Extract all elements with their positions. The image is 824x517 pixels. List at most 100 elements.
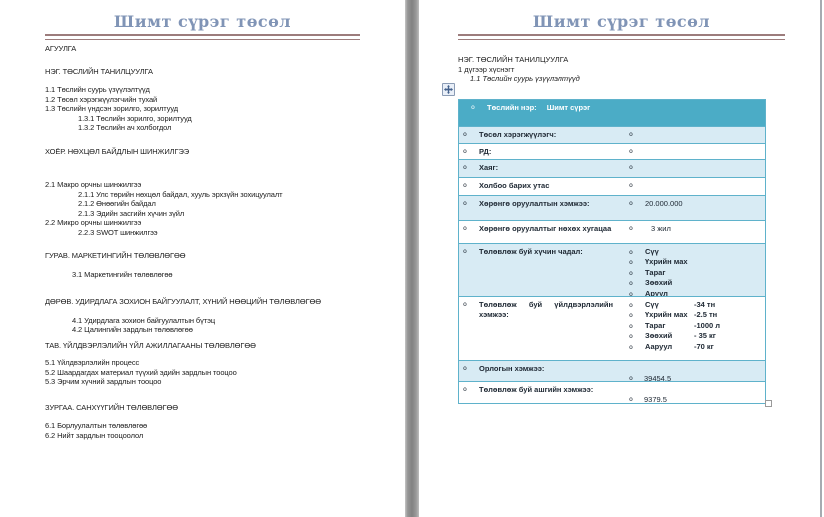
toc-entry: 2.1 Макро орчны шинжилгээ: [45, 180, 142, 189]
row-value-cell: o 3 жил: [621, 221, 765, 243]
toc-entry: ХОЁР. НӨХЦӨЛ БАЙДЛЫН ШИНЖИЛГЭЭ: [45, 146, 190, 156]
list-item: o Сүү -34 тн: [629, 300, 716, 309]
table-row[interactable]: o Орлогын хэмжээ: o 39454.5: [459, 361, 765, 382]
toc-entry: 5.2 Шаардагдах материал түүхий эдийн зар…: [45, 367, 237, 377]
toc-entry: 1.3.2 Төслийн ач холбогдол: [78, 123, 172, 132]
toc-entry: 5.1 Үйлдвэрлэлийн процесс: [45, 358, 140, 367]
row-label: Орлогын хэмжээ:: [479, 364, 545, 373]
bullet-icon: o: [463, 199, 467, 207]
page-gap: [405, 0, 419, 517]
table-row[interactable]: o Хөрөнгө оруулалтыг нөхөх хугацаа o 3 жил: [459, 221, 765, 244]
table-move-handle[interactable]: [442, 83, 455, 96]
toc-entry: 4.2 Цалингийн зардлын төлөвлөгөө: [72, 325, 193, 334]
bullet-icon: o: [463, 181, 467, 189]
table-row[interactable]: o РД: o: [459, 144, 765, 160]
table-row[interactable]: o Төлөвлөж буй ашгийн хэмжээ: o 9379.5: [459, 382, 765, 403]
row-value: 9379.5: [644, 394, 667, 404]
row-value-cell: o Сүү -34 тн o Үхрийн мах -2.5 тн o Тараг -1000 …: [621, 297, 765, 360]
bullet-icon: o: [629, 163, 633, 171]
bullet-icon: o: [463, 224, 467, 232]
toc-entry: 6.1 Борлуулалтын төлөвлөгөө: [45, 421, 148, 430]
table-header-value: Шимт сүрэг: [546, 103, 591, 112]
table-row-header[interactable]: o Төслийн нэр: Шимт сүрэг: [459, 100, 765, 127]
table-of-contents: АГУУЛГА НЭГ. ТӨСЛИЙН ТАНИЛЦУУЛГА 1.1 Төсли…: [45, 44, 360, 440]
toc-entry: 2.2.3 SWOT шинжилгээ: [78, 227, 158, 237]
table-resize-handle[interactable]: [765, 400, 772, 407]
bullet-icon: o: [629, 199, 633, 207]
table-row[interactable]: o Холбоо барих утас o: [459, 178, 765, 196]
toc-entry: НЭГ. ТӨСЛИЙН ТАНИЛЦУУЛГА: [45, 66, 153, 76]
list-item: o Тараг -1000 л: [629, 320, 721, 330]
bullet-icon: o: [629, 373, 633, 382]
row-value: 3 жил: [651, 224, 671, 233]
toc-entry: ТАВ. ҮЙЛДВЭРЛЭЛИЙН ҮЙЛ АЖИЛЛАГААНЫ ТӨЛӨВ…: [45, 340, 256, 350]
toc-entry: 2.2 Микро орчны шинжилгээ: [45, 218, 142, 227]
bullet-icon: o: [629, 311, 633, 320]
bullet-icon: o: [471, 103, 475, 111]
page-right[interactable]: Шимт сүрэг төсөл НЭГ. ТӨСЛИЙН ТАНИЛЦУУЛГ…: [419, 0, 824, 517]
toc-entry: 1.2 Төсөл хэрэгжүүлэгчийн тухай: [45, 94, 158, 104]
bullet-icon: o: [629, 258, 633, 267]
bullet-icon: o: [463, 364, 467, 372]
bullet-icon: o: [463, 385, 467, 393]
row-label: Хөрөнгө оруулалтын хэмжээ:: [479, 199, 590, 208]
toc-entry: ГУРАВ. МАРКЕТИНГИЙН ТӨЛӨВЛӨГӨӨ: [45, 251, 186, 260]
row-value-cell: o: [621, 144, 765, 159]
toc-entry: ДӨРӨВ. УДИРДЛАГА ЗОХИОН БАЙГУУЛАЛТ, ХҮНИ…: [45, 297, 321, 306]
bullet-icon: o: [463, 300, 467, 308]
bullet-icon: o: [463, 163, 467, 171]
row-value-cell: o: [621, 127, 765, 143]
title-underline: [458, 34, 785, 40]
toc-entry: 1.1 Төслийн суурь үзүүлэлтүүд: [45, 85, 150, 94]
row-label: Холбоо барих утас: [479, 181, 550, 190]
section-heading: НЭГ. ТӨСЛИЙН ТАНИЛЦУУЛГА: [458, 55, 569, 64]
project-table[interactable]: o Төслийн нэр: Шимт сүрэг o Төсөл хэрэгжүүл…: [458, 99, 766, 404]
bullet-icon: o: [463, 147, 467, 155]
row-value-cell: o: [621, 160, 765, 177]
toc-entry: 2.1.3 Эдийн засгийн хүчин зүйл: [78, 208, 185, 218]
document-title: Шимт сүрэг төсөл: [113, 12, 292, 31]
bullet-icon: o: [629, 332, 633, 341]
list-item: o Үхрийн мах -2.5 тн: [629, 310, 718, 320]
toc-entry: АГУУЛГА: [45, 44, 77, 53]
bullet-icon: o: [629, 181, 633, 189]
table-caption: 1 дүгээр хүснэгт: [458, 64, 515, 74]
document-title: Шимт сүрэг төсөл: [532, 12, 711, 31]
table-row[interactable]: o Хаяг: o: [459, 160, 765, 178]
section-intro: НЭГ. ТӨСЛИЙН ТАНИЛЦУУЛГА 1 дүгээр хүснэг…: [458, 55, 785, 84]
row-label: Төлөвлөж буй үйлдвэрлэлийн хэмжээ:: [479, 300, 613, 319]
list-item: o Зөөхий - 35 кг: [629, 331, 716, 341]
bullet-icon: o: [629, 394, 633, 403]
row-value: 20.000.000: [645, 199, 683, 208]
bullet-icon: o: [463, 130, 467, 138]
toc-entry: 1.3 Төслийн үндсэн зорилго, зорилтууд: [45, 104, 179, 113]
row-value-cell: o 20.000.000: [621, 196, 765, 220]
row-label: Хөрөнгө оруулалтыг нөхөх хугацаа: [479, 224, 612, 233]
bullet-icon: o: [629, 289, 633, 297]
row-value: 39454.5: [644, 373, 672, 382]
list-item: o Ааруул -70 кг: [629, 341, 714, 351]
table-header-label: Төслийн нэр:: [487, 103, 537, 112]
table-row[interactable]: o Төлөвлөж буй үйлдвэрлэлийн хэмжээ: o Сүү…: [459, 297, 765, 361]
title-underline: [45, 34, 360, 40]
table-row[interactable]: o Хөрөнгө оруулалтын хэмжээ: o 20.000.000: [459, 196, 765, 221]
table-row[interactable]: o Төсөл хэрэгжүүлэгч: o: [459, 127, 765, 144]
row-label: Төсөл хэрэгжүүлэгч:: [479, 130, 557, 139]
table-row[interactable]: o Төлөвлөж буй хүчин чадал: o Сүү o Үхрийн м…: [459, 244, 765, 297]
list-item: o Тараг: [629, 267, 666, 277]
toc-entry: 2.1.1 Улс төрийн нөхцөл байдал, хууль эр…: [78, 189, 283, 199]
bullet-icon: o: [629, 301, 633, 309]
row-value-cell: o: [621, 178, 765, 195]
page-left[interactable]: Шимт сүрэг төсөл АГУУЛГА НЭГ. ТӨСЛИЙН ТАН…: [0, 0, 405, 517]
bullet-icon: o: [629, 342, 633, 351]
toc-entry: 4.1 Удирдлага зохион байгуулалтын бүтэц: [72, 315, 216, 325]
row-value-cell: o Сүү o Үхрийн мах o Тараг o Зөөхий o Аруул: [621, 244, 765, 296]
toc-entry: 2.1.2 Өнөөгийн байдал: [78, 199, 156, 208]
list-item: o Аруул: [629, 289, 763, 297]
bullet-icon: o: [629, 130, 633, 138]
bullet-icon: o: [629, 224, 633, 232]
bullet-icon: o: [463, 247, 467, 255]
list-item: o Зөөхий: [629, 278, 673, 288]
subsection-heading: 1.1 Төслийн суурь үзүүлэлтүүд: [470, 74, 580, 83]
row-label: Хаяг:: [479, 163, 499, 172]
